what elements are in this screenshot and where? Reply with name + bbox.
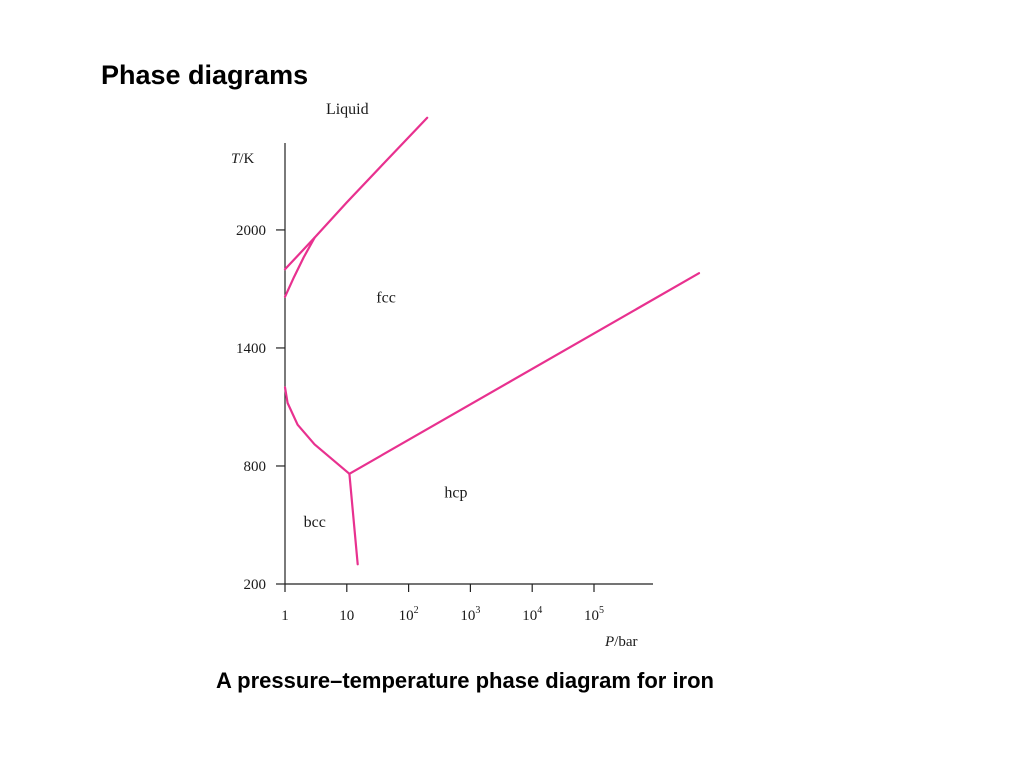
phase-boundary-line: [348, 472, 359, 566]
region-label: bcc: [304, 514, 326, 531]
region-label: hcp: [444, 484, 467, 501]
phase-boundary-line: [348, 272, 701, 475]
x-tick-label: 1: [281, 608, 289, 624]
slide-title: Phase diagrams: [101, 60, 309, 90]
x-ticks: 1 10 102 103 104 105: [281, 584, 604, 624]
phase-boundary-line: [283, 236, 316, 298]
x-axis-label: P/bar: [604, 634, 638, 650]
region-label: fcc: [376, 290, 396, 307]
y-tick-label: 2000: [236, 223, 266, 239]
phase-boundary-line: [283, 386, 351, 475]
y-tick-label: 200: [244, 577, 267, 593]
x-tick-label: 10: [339, 608, 354, 624]
x-tick-label: 103: [460, 605, 480, 624]
y-tick-label: 1400: [236, 341, 266, 357]
x-tick-label: 102: [399, 605, 419, 624]
phase-boundary-line: [283, 116, 429, 271]
region-label: Liquid: [326, 101, 369, 118]
y-tick-label: 800: [244, 459, 267, 475]
y-axis-label: T/K: [231, 151, 255, 167]
region-labels: Liquid fcc hcp bcc: [304, 101, 468, 531]
y-ticks: 200 800 1400 2000: [236, 223, 285, 593]
x-tick-label: 105: [584, 605, 604, 624]
x-tick-label: 104: [522, 605, 542, 624]
phase-boundaries: [283, 116, 701, 566]
figure-caption: A pressure–temperature phase diagram for…: [215, 668, 714, 693]
